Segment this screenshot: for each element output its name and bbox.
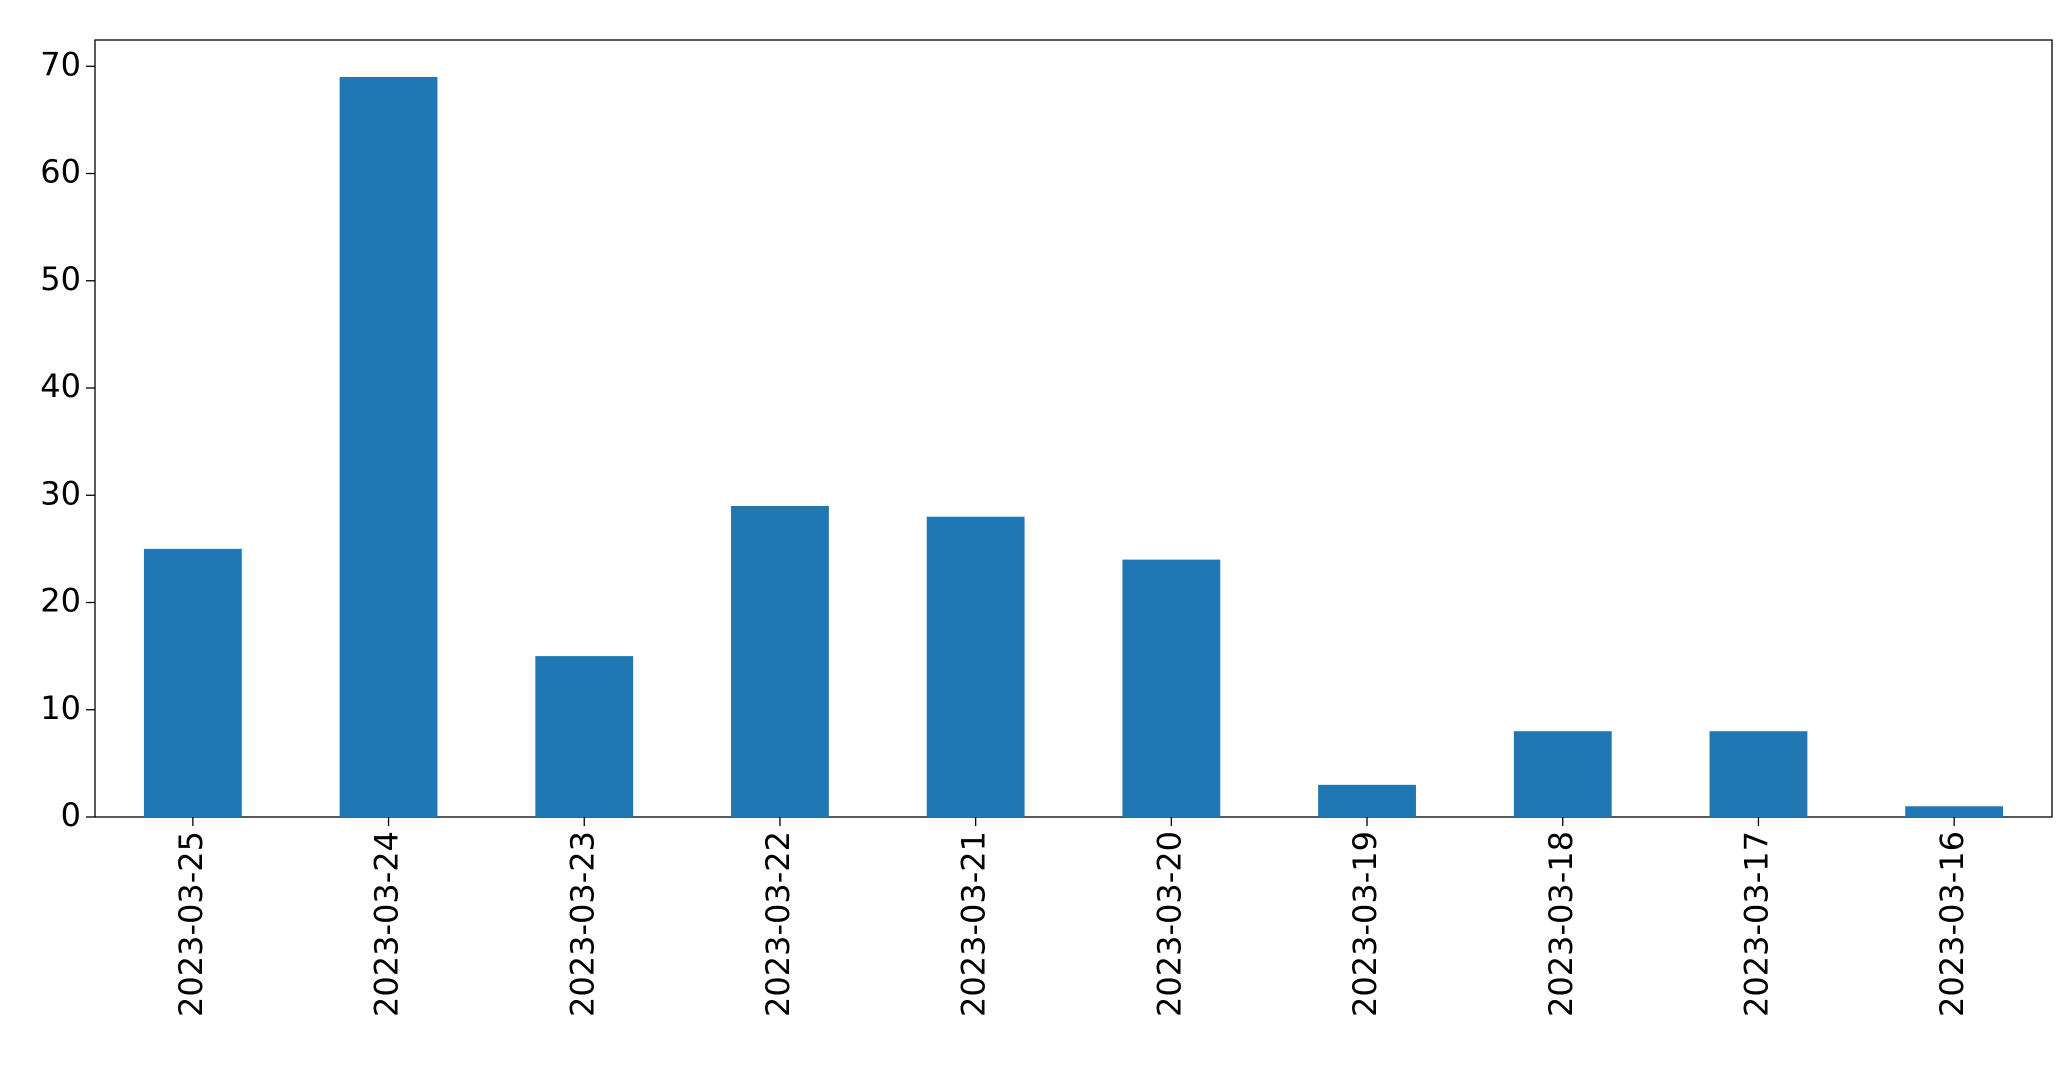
y-tick-label: 10 [40, 689, 81, 727]
x-tick-label: 2023-03-18 [1542, 831, 1580, 1017]
bar [1122, 559, 1221, 817]
y-tick-label: 30 [40, 474, 81, 512]
x-tick-label: 2023-03-19 [1346, 831, 1384, 1017]
bar [1905, 806, 2004, 817]
bar [339, 77, 438, 817]
x-tick-label: 2023-03-22 [759, 831, 797, 1017]
bar [1709, 731, 1808, 817]
bar [1513, 731, 1612, 817]
x-tick-label: 2023-03-23 [563, 831, 601, 1017]
x-tick-label: 2023-03-24 [368, 831, 406, 1017]
bar [535, 656, 634, 817]
x-tick-label: 2023-03-17 [1737, 831, 1775, 1017]
y-tick-label: 50 [40, 260, 81, 298]
x-tick-label: 2023-03-20 [1150, 831, 1188, 1017]
bar [926, 516, 1025, 817]
y-tick-label: 20 [40, 582, 81, 620]
x-tick-label: 2023-03-21 [955, 831, 993, 1017]
axes-frame [94, 39, 2053, 818]
y-tick-label: 0 [61, 796, 81, 834]
y-tick-label: 40 [40, 367, 81, 405]
y-tick-label: 70 [40, 45, 81, 83]
bar [731, 505, 829, 817]
x-tick-label: 2023-03-25 [172, 831, 210, 1017]
bar [143, 548, 242, 817]
bar [1318, 784, 1416, 817]
y-tick-label: 60 [40, 153, 81, 191]
x-tick-label: 2023-03-16 [1933, 831, 1971, 1017]
